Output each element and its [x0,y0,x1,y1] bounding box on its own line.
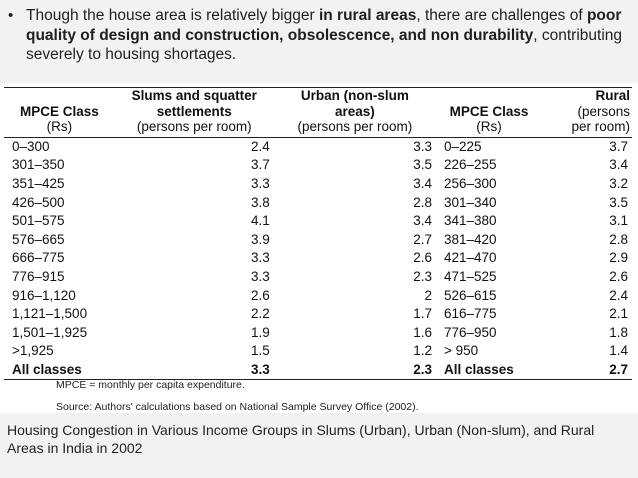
cell-rural-value: 2.1 [609,306,628,322]
table-panel: MPCE Class (Rs) Slums and squatter settl… [0,83,638,413]
cell-mpce-class: 0–300 [12,138,50,154]
bullet-part: , there are challenges of [416,7,587,24]
table-note: MPCE = monthly per capita expenditure. [56,379,245,391]
header-slums: Slums and squatter settlements (persons … [114,87,274,138]
table-source: Source: Authors' calculations based on N… [56,401,419,413]
cell-rural-value: 2.6 [609,268,628,284]
table-row: 0–300 2.4 3.3 0–225 3.7 [4,137,632,156]
cell-rural-value: 3.4 [609,157,628,173]
cell-mpce-class-rural: 0–225 [443,138,482,154]
cell-slum-value: 2.6 [250,287,270,303]
cell-rural-value: 3.7 [609,138,628,154]
bullet-part: Though the house area is relatively bigg… [26,7,319,24]
cell-rural-value: 1.4 [609,343,628,359]
cell-rural-value: 2.8 [609,231,628,247]
cell-slum-value: 1.5 [250,343,270,359]
cell-urban-value: 2.8 [413,194,432,210]
cell-mpce-class-rural: > 950 [443,343,479,359]
cell-mpce-class: 501–575 [12,213,65,229]
total-cell-slum-value: 3.3 [114,360,274,381]
table-row: 351–425 3.3 3.4 256–300 3.2 [4,175,632,194]
cell-urban-value: 2.3 [413,268,432,284]
bullet-text: Though the house area is relatively bigg… [26,6,630,65]
cell-mpce-class-rural: 381–420 [443,231,497,247]
table-row: >1,925 1.5 1.2 > 950 1.4 [4,342,632,361]
cell-slum-value: 3.3 [250,175,270,191]
cell-rural-value: 3.2 [609,175,628,191]
cell-mpce-class-rural: 226–255 [443,157,497,173]
cell-mpce-class-rural: 776–950 [443,324,497,340]
cell-slum-value: 3.8 [250,194,270,210]
bullet-point: • Though the house area is relatively bi… [8,6,630,65]
cell-mpce-class: >1,925 [12,343,54,359]
cell-rural-value: 3.1 [609,213,628,229]
cell-rural-value: 3.5 [609,194,628,210]
cell-urban-value: 2 [424,287,432,303]
table-row: 426–500 3.8 2.8 301–340 3.5 [4,193,632,212]
housing-congestion-table: MPCE Class (Rs) Slums and squatter settl… [4,87,632,381]
cell-mpce-class-rural: 421–470 [443,250,497,266]
cell-slum-value: 2.2 [250,306,270,322]
cell-mpce-class: 301–350 [12,157,65,173]
total-cell-mpce-class-rural: All classes [435,360,543,381]
cell-mpce-class: 426–500 [12,194,65,210]
table-row: 666–775 3.3 2.6 421–470 2.9 [4,249,632,268]
table-row: 776–915 3.3 2.3 471–525 2.6 [4,268,632,287]
cell-mpce-class-rural: 301–340 [443,194,497,210]
table-row: 501–575 4.1 3.4 341–380 3.1 [4,212,632,231]
cell-rural-value: 2.4 [609,287,628,303]
cell-slum-value: 3.9 [250,231,270,247]
cell-rural-value: 1.8 [609,324,628,340]
table-row: 576–665 3.9 2.7 381–420 2.8 [4,230,632,249]
total-cell-rural-value: 2.7 [542,360,632,381]
cell-slum-value: 1.9 [250,324,270,340]
header-mpce-class: MPCE Class (Rs) [4,87,115,138]
cell-urban-value: 3.5 [413,157,432,173]
cell-mpce-class: 1,501–1,925 [12,324,88,340]
table-row: 916–1,120 2.6 2 526–615 2.4 [4,286,632,305]
cell-slum-value: 3.7 [250,157,270,173]
cell-mpce-class: 666–775 [12,250,65,266]
cell-urban-value: 3.3 [413,138,432,154]
table-total-row: All classes 3.3 2.3 All classes 2.7 [4,360,632,381]
table-body: 0–300 2.4 3.3 0–225 3.7 301–350 3.7 3.5 226–255 3… [4,137,632,381]
cell-mpce-class-rural: 341–380 [443,213,497,229]
cell-urban-value: 2.7 [413,231,432,247]
header-mpce-class-rural: MPCE Class (Rs) [435,87,543,138]
cell-urban-value: 1.7 [413,306,432,322]
cell-urban-value: 3.4 [413,213,432,229]
cell-slum-value: 4.1 [250,213,270,229]
total-cell-mpce-class: All classes [4,360,115,381]
cell-urban-value: 1.2 [413,343,432,359]
cell-rural-value: 2.9 [609,250,628,266]
total-cell-urban-value: 2.3 [273,360,436,381]
header-urban: Urban (non-slum areas) (persons per room… [273,87,436,138]
cell-slum-value: 2.4 [250,138,270,154]
header-rural: Rural (persons per room) [542,87,632,138]
cell-urban-value: 1.6 [413,324,432,340]
cell-mpce-class-rural: 616–775 [443,306,497,322]
bullet-part-bold: in rural areas [318,7,417,24]
cell-urban-value: 3.4 [413,175,432,191]
cell-slum-value: 3.3 [250,250,270,266]
cell-mpce-class: 576–665 [12,231,65,247]
bullet-part-bold: poor quality of design and construction,… [26,7,622,44]
cell-mpce-class: 351–425 [12,175,65,191]
cell-mpce-class: 776–915 [12,268,65,284]
bullet-part: , contributing severely to housing short… [26,26,623,64]
cell-mpce-class: 1,121–1,500 [12,306,88,322]
table-row: 1,501–1,925 1.9 1.6 776–950 1.8 [4,323,632,342]
cell-mpce-class-rural: 471–525 [443,268,497,284]
cell-slum-value: 3.3 [250,268,270,284]
cell-urban-value: 2.6 [413,250,432,266]
cell-mpce-class: 916–1,120 [12,287,76,303]
table-row: 301–350 3.7 3.5 226–255 3.4 [4,156,632,175]
table-row: 1,121–1,500 2.2 1.7 616–775 2.1 [4,305,632,324]
slide-caption: Housing Congestion in Various Income Gro… [7,422,595,456]
bullet-symbol: • [8,7,14,24]
cell-mpce-class-rural: 256–300 [443,175,497,191]
cell-mpce-class-rural: 526–615 [443,287,497,303]
